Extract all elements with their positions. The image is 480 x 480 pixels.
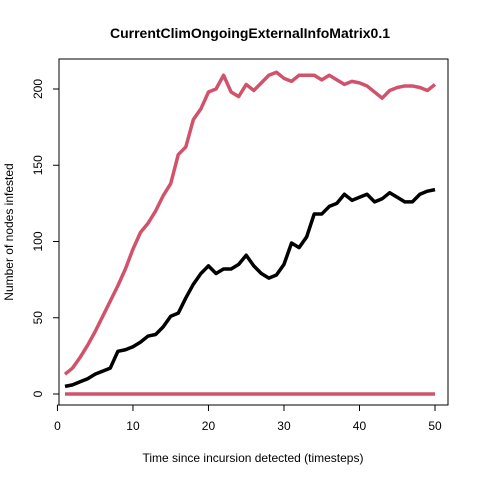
chart-title: CurrentClimOngoingExternalInfoMatrix0.1 bbox=[110, 25, 390, 41]
y-tick-label: 0 bbox=[31, 390, 45, 397]
series-line-2 bbox=[65, 190, 435, 387]
x-tick-label: 50 bbox=[428, 419, 442, 433]
series-layer bbox=[65, 72, 435, 394]
x-tick-label: 30 bbox=[277, 419, 291, 433]
x-axis-label: Time since incursion detected (timesteps… bbox=[143, 451, 364, 465]
y-tick-label: 200 bbox=[31, 79, 45, 99]
x-tick-label: 40 bbox=[353, 419, 367, 433]
x-tick-label: 10 bbox=[126, 419, 140, 433]
x-tick-label: 0 bbox=[54, 419, 61, 433]
y-axis-label: Number of nodes infested bbox=[2, 163, 16, 300]
series-line-1 bbox=[65, 72, 435, 374]
x-tick-label: 20 bbox=[202, 419, 216, 433]
y-tick-label: 100 bbox=[31, 231, 45, 251]
y-tick-label: 50 bbox=[31, 311, 45, 325]
y-axis: 0 50 100 150 200 bbox=[31, 79, 59, 398]
y-tick-label: 150 bbox=[31, 155, 45, 175]
x-axis: 0 10 20 30 40 50 bbox=[54, 405, 442, 433]
